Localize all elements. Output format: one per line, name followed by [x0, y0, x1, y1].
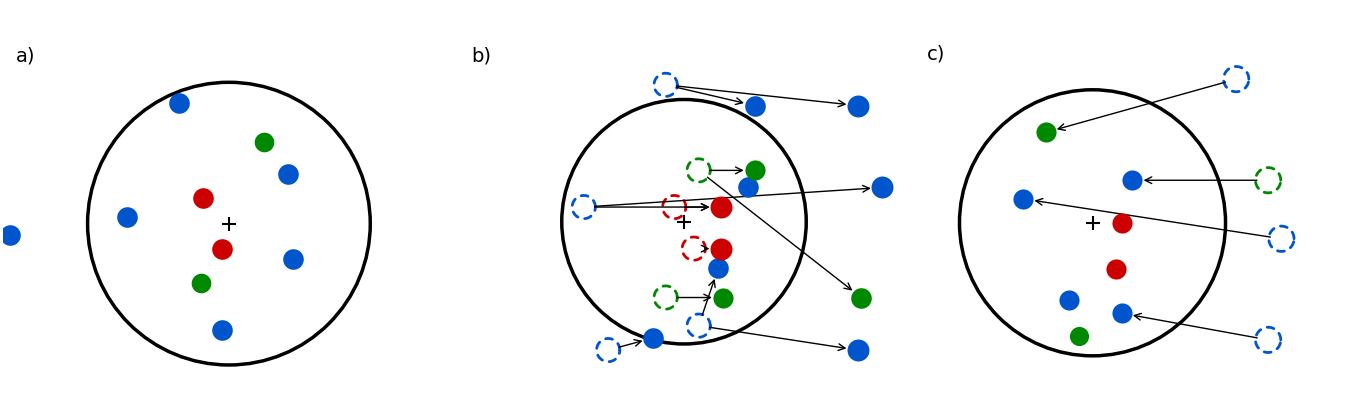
Text: c): c)	[926, 44, 945, 63]
Point	[643, 334, 665, 341]
Point	[1068, 333, 1090, 339]
Point	[1111, 310, 1133, 317]
Point	[707, 265, 729, 272]
Text: b): b)	[472, 47, 491, 65]
Point	[1111, 220, 1133, 226]
Point	[1122, 177, 1144, 184]
Point	[851, 294, 873, 301]
Point	[710, 204, 732, 210]
Point	[871, 184, 893, 191]
Point	[211, 246, 233, 252]
Point	[736, 184, 758, 191]
Point	[168, 100, 190, 107]
Point	[744, 102, 766, 109]
Point	[847, 102, 869, 109]
Point	[1012, 196, 1034, 202]
Point	[710, 245, 732, 252]
Point	[116, 213, 138, 220]
Point	[278, 171, 300, 178]
Point	[1105, 266, 1127, 273]
Point	[282, 256, 304, 262]
Point	[847, 347, 869, 354]
Point	[211, 326, 233, 333]
Point	[0, 232, 21, 238]
Point	[713, 294, 735, 301]
Text: a): a)	[16, 47, 36, 66]
Point	[1057, 297, 1079, 303]
Point	[190, 279, 212, 286]
Point	[1036, 129, 1057, 136]
Point	[744, 167, 766, 174]
Point	[253, 138, 275, 145]
Point	[193, 195, 215, 202]
